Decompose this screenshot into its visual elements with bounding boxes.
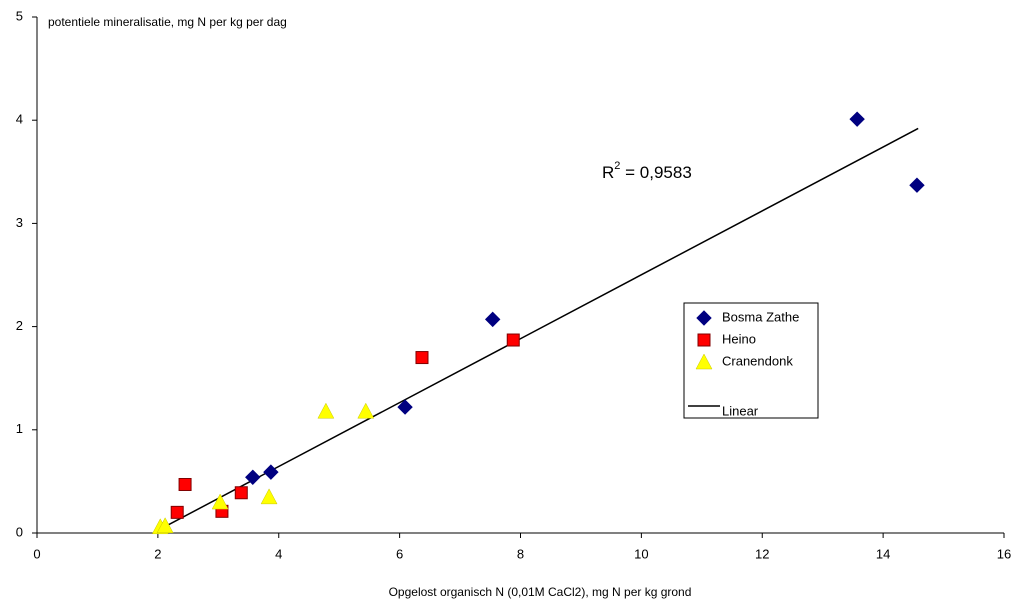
y-tick-label: 0 — [16, 524, 23, 539]
point — [415, 351, 429, 365]
point — [484, 311, 501, 328]
x-tick-label: 8 — [517, 546, 524, 561]
x-tick-label: 0 — [33, 546, 40, 561]
r-base: R — [602, 163, 614, 182]
x-tick-label: 14 — [876, 546, 890, 561]
point — [849, 111, 865, 127]
x-axis-label: Opgelost organisch N (0,01M CaCl2), mg N… — [389, 585, 692, 599]
legend-marker — [695, 353, 713, 370]
point — [397, 399, 413, 415]
y-axis-label: potentiele mineralisatie, mg N per kg pe… — [48, 15, 287, 29]
trendline — [154, 127, 919, 533]
r-rest: = 0,9583 — [620, 163, 691, 182]
y-tick-label: 4 — [16, 112, 23, 127]
x-tick-label: 12 — [755, 546, 769, 561]
y-tick-label: 3 — [16, 215, 23, 230]
point — [211, 493, 229, 510]
point — [317, 402, 335, 419]
legend-label: Linear — [722, 403, 759, 418]
point — [245, 469, 261, 485]
legend-label: Cranendonk — [722, 353, 793, 368]
x-tick-label: 2 — [154, 546, 161, 561]
x-tick-label: 6 — [396, 546, 403, 561]
legend-marker — [696, 310, 712, 326]
r-squared: R2 = 0,9583 — [602, 160, 692, 183]
point — [506, 333, 520, 347]
point — [170, 505, 184, 519]
x-tick-label: 16 — [997, 546, 1011, 561]
x-tick-label: 10 — [634, 546, 648, 561]
point — [234, 486, 248, 500]
y-tick-label: 2 — [16, 318, 23, 333]
point — [178, 477, 192, 491]
point — [357, 402, 375, 419]
r-sup: 2 — [614, 160, 620, 172]
legend-label: Heino — [722, 331, 756, 346]
x-tick-label: 4 — [275, 546, 282, 561]
y-tick-label: 1 — [16, 421, 23, 436]
point — [260, 488, 278, 505]
legend-marker — [697, 333, 711, 347]
y-tick-label: 5 — [16, 8, 23, 23]
point — [156, 517, 174, 534]
legend-label: Bosma Zathe — [722, 309, 799, 324]
point — [909, 177, 925, 193]
point — [263, 464, 279, 480]
